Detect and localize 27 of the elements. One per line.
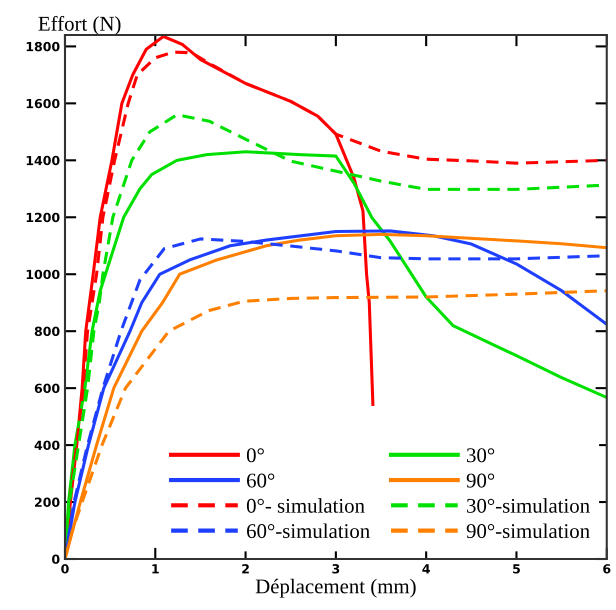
x-tick-label: 1 [152, 564, 159, 574]
x-tick-label: 5 [513, 564, 520, 574]
y-tick-label: 1400 [26, 156, 60, 166]
y-tick-label: 1000 [26, 270, 60, 280]
y-tick-label: 1600 [26, 98, 60, 108]
y-axis-title: Effort (N) [38, 16, 120, 36]
legend-label: 60°-simulation [247, 523, 370, 538]
legend-label: 90°-simulation [466, 523, 590, 538]
y-tick-label: 1800 [26, 42, 60, 52]
x-tick-label: 6 [603, 564, 610, 574]
y-tick-label: 0 [52, 554, 60, 564]
x-tick-label: 3 [332, 564, 340, 574]
x-tick-label: 4 [422, 564, 430, 574]
legend-label: 90° [466, 474, 494, 488]
legend-label: 60° [247, 474, 274, 488]
y-tick-label: 1200 [26, 212, 60, 222]
legend-label: 0°- simulation [246, 498, 365, 513]
x-tick-label: 0 [61, 564, 69, 574]
y-tick-label: 600 [34, 384, 60, 394]
legend-label: 30°-simulation [467, 498, 590, 513]
x-axis-title: Déplacement (mm) [256, 578, 416, 598]
y-tick-label: 800 [34, 326, 60, 336]
x-tick-label: 2 [242, 564, 249, 574]
y-tick-label: 200 [35, 498, 60, 507]
y-tick-label: 400 [34, 440, 60, 450]
legend-label: 30° [467, 448, 494, 462]
legend-label: 0° [246, 448, 264, 462]
